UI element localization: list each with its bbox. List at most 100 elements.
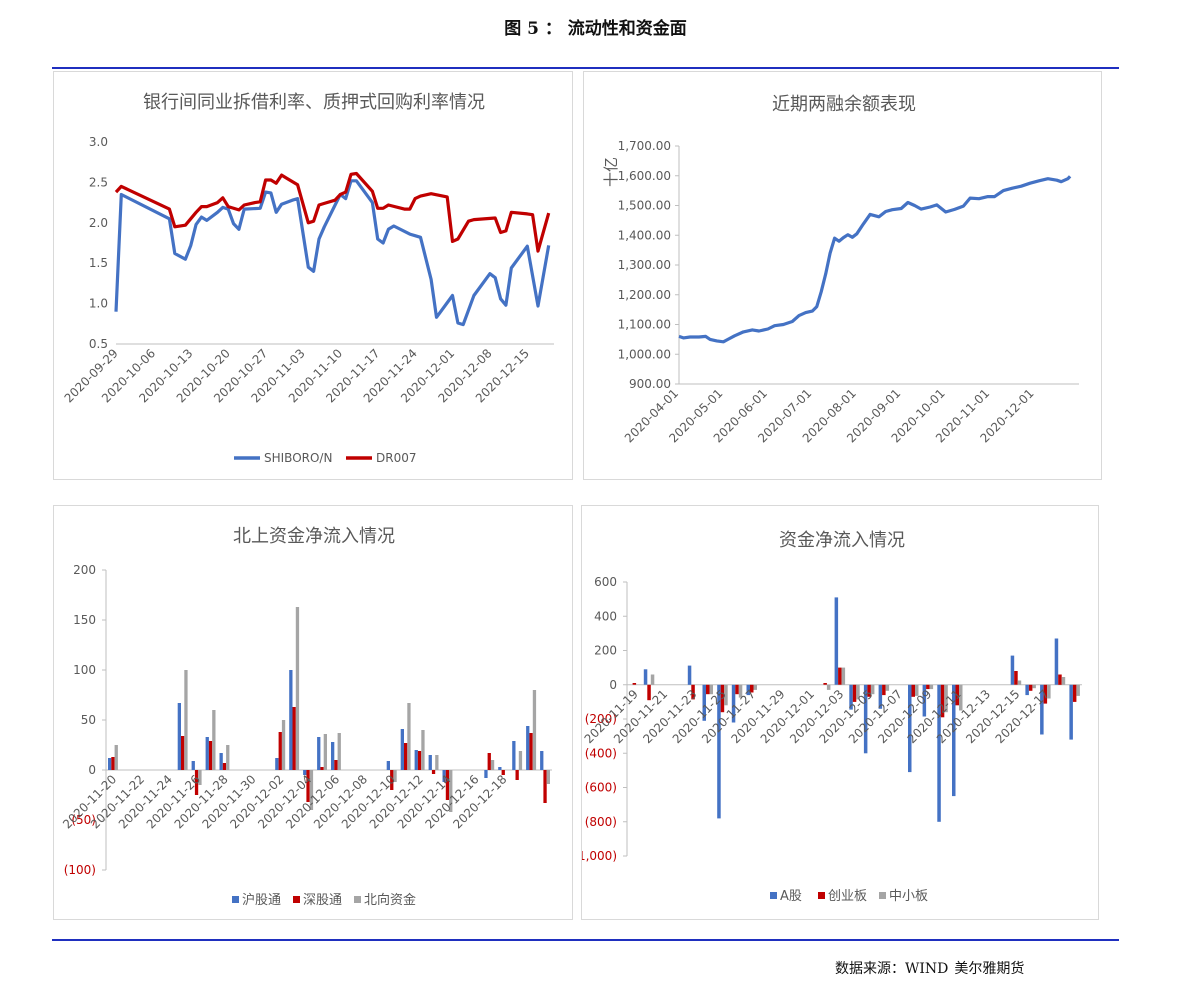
y-tick-label: 900.00 [629,377,671,391]
y-tick-label: (100) [64,863,96,877]
bar-1 [498,767,502,770]
bar-2 [720,684,725,713]
legend-swatch [232,896,239,903]
bar-2 [882,684,886,696]
y-tick-label: 1,500.00 [618,199,671,213]
bar-1 [687,665,692,685]
y-tick-label: 50 [81,713,96,727]
bar-3 [212,710,216,770]
y-tick-label: 600 [594,575,617,589]
legend-swatch [354,896,361,903]
chart-fundflow-svg: 资金净流入情况 (1,000) (800) (600) (400) (200) 0 200 40… [582,530,1082,904]
bar-2 [320,767,324,770]
bar-2 [735,684,739,695]
bar-2 [632,683,637,685]
bar-1 [386,761,390,770]
source-label: 数据来源：WIND [835,961,949,977]
bar-1 [834,597,839,685]
bar-2 [750,684,754,693]
bar-1 [937,684,941,822]
chart-fund-flow: 资金净流入情况 (1,000) (800) (600) (400) (200) 0 200 40… [581,505,1099,920]
bar-3 [281,720,286,770]
y-tick-label: 400 [594,609,617,623]
bar-3 [738,684,743,698]
y-tick-label: 1.5 [89,256,108,270]
bar-1 [849,684,853,710]
y-tick-label: (1,000) [582,849,617,863]
bar-3 [226,745,230,770]
bar-1 [1025,684,1029,696]
bar-2 [823,683,827,685]
bar-3 [518,751,523,770]
bar-1 [922,684,927,717]
y-tick-label: 2.5 [89,175,108,189]
bar-3 [885,684,890,691]
bar-1 [1010,655,1015,685]
bar-1 [540,751,544,770]
bar-1 [303,770,307,775]
bar-2 [487,753,491,770]
bar-3 [546,770,550,784]
y-tick-label: 2.0 [89,216,108,230]
bar-2 [306,770,310,802]
bottom-rule [52,939,1119,941]
bar-2 [529,733,533,770]
bar-2 [278,732,282,770]
y-tick-label: 150 [73,613,96,627]
bar-3 [323,734,327,770]
bar-3 [1076,684,1080,696]
bar-2 [852,684,857,702]
bar-2 [1058,674,1062,685]
y-tick-label: 0.5 [89,337,108,351]
bar-2 [181,736,185,770]
bar-1 [908,684,912,773]
bar-2 [404,743,408,770]
series-line-1 [114,179,551,327]
bar-1 [702,684,706,721]
bar-2 [111,757,115,770]
bar-1 [1054,638,1059,685]
bar-1 [952,684,956,797]
bar-1 [289,670,293,770]
bar-2 [955,684,959,706]
series-line-1 [678,175,1072,344]
bar-2 [390,770,394,790]
chart-title: 资金净流入情况 [779,530,905,551]
bar-3 [309,770,314,810]
bar-2 [501,770,505,775]
bar-2 [691,684,695,700]
chart-interbank-rates: 银行间同业拆借利率、质押式回购利率情况 0.5 1.0 1.5 2.0 2.5 3.0 202… [53,71,573,480]
bar-1 [275,758,279,770]
bar-1 [863,684,868,754]
legend-swatch [818,892,825,899]
bar-1 [643,669,648,685]
bar-1 [1040,684,1044,735]
bar-3 [915,684,919,696]
y-tick-label: 0 [609,678,617,692]
bar-2 [194,770,199,795]
chart-title: 北上资金净流入情况 [233,526,395,547]
bar-3 [295,607,300,770]
bar-1 [731,684,736,723]
bar-3 [753,684,757,690]
bar-3 [407,703,411,770]
chart-margin-svg: 近期两融余额表现 900.00 1,000.00 1,100.00 1,200.00 1,… [602,94,1079,445]
bar-1 [205,737,209,770]
source-org: 美尔雅期货 [954,961,1025,977]
bar-2 [1072,684,1077,702]
bar-2 [431,770,436,774]
bar-3 [724,684,728,706]
bar-3 [435,755,439,770]
legend-label: SHIBORO/N [264,451,332,465]
bar-2 [208,741,213,770]
y-tick-label: (800) [585,815,617,829]
legend-label: 沪股通 [242,892,281,908]
bar-1 [746,684,750,696]
bar-3 [1047,684,1051,699]
y-tick-label: (600) [585,781,617,795]
y-tick-label: 0 [88,763,96,777]
bar-2 [292,707,296,770]
bar-1 [442,770,446,782]
bar-3 [959,684,963,711]
y-tick-label: (50) [71,813,96,827]
